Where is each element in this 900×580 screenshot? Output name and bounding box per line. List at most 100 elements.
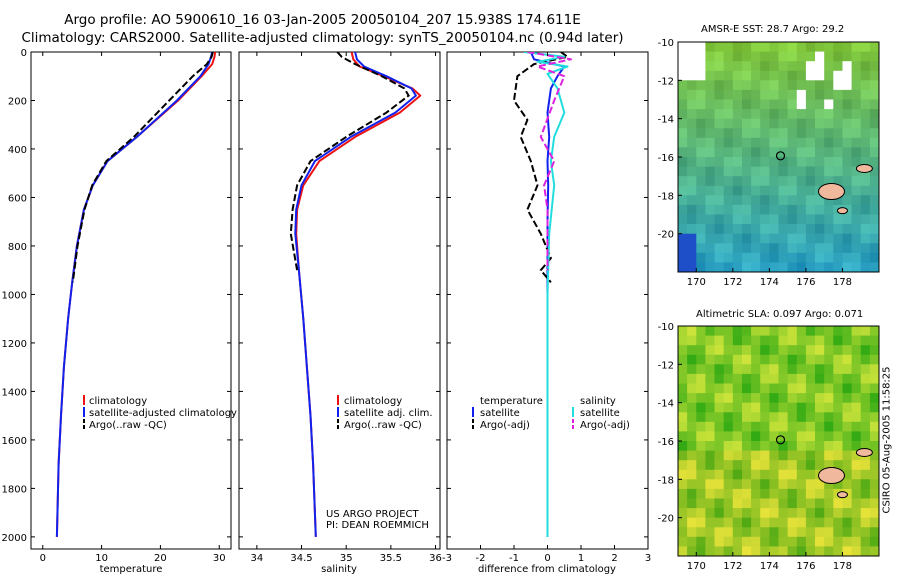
map-cell (778, 335, 789, 346)
map-cell (860, 70, 871, 81)
map-cell (696, 109, 706, 120)
map-cell (805, 214, 816, 225)
map-cell (805, 109, 816, 120)
lat-tick-label: -16 (658, 437, 674, 448)
temperature-legend: climatology satellite-adjusted climatolo… (83, 395, 237, 431)
map-cell (778, 517, 789, 528)
map-cell (760, 402, 770, 413)
map-cell (769, 118, 780, 129)
map-cell (842, 195, 853, 206)
map-cell (732, 109, 743, 120)
x-tick-label: 3 (645, 553, 651, 564)
map-cell (787, 61, 798, 72)
map-cell (869, 51, 879, 62)
map-cell (742, 508, 752, 519)
map-cell (687, 80, 697, 91)
map-cell (851, 536, 862, 547)
map-cell (833, 517, 843, 528)
map-cell (815, 61, 825, 72)
map-cell (778, 469, 789, 480)
map-cell (687, 421, 697, 432)
map-cell (732, 185, 743, 196)
map-cell (732, 262, 743, 272)
map-cell (833, 214, 843, 225)
map-cell (696, 166, 706, 177)
map-cell (869, 364, 879, 375)
map-cell (851, 166, 862, 177)
map-cell (742, 128, 752, 139)
map-cell (687, 166, 697, 177)
map-cell (805, 61, 816, 72)
map-cell (796, 450, 807, 461)
map-cell (760, 176, 770, 187)
map-cell (751, 421, 761, 432)
map-cell (732, 345, 743, 356)
map-cell (678, 147, 688, 158)
map-cell (778, 80, 789, 91)
island-shape (817, 467, 845, 484)
map-cell (751, 109, 761, 120)
depth-tick-label: 200 (8, 96, 27, 107)
map-cell (778, 89, 789, 101)
map-cell (742, 517, 752, 528)
map-cell (678, 89, 688, 101)
map-cell (696, 157, 706, 168)
legend-swatch-climatology (83, 395, 85, 405)
map-cell (860, 508, 871, 519)
map-cell (824, 354, 834, 365)
x-tick-label: 36 (429, 553, 442, 564)
map-cell (815, 195, 825, 206)
map-cell (769, 147, 780, 158)
map-cell (760, 479, 770, 490)
map-cell (732, 61, 743, 72)
map-cell (760, 109, 770, 120)
map-cell (769, 42, 780, 53)
map-cell (833, 70, 843, 81)
map-cell (723, 460, 734, 471)
map-cell (732, 450, 743, 461)
map-cell (732, 412, 743, 423)
map-cell (869, 233, 879, 244)
map-cell (705, 335, 716, 346)
map-cell (833, 147, 843, 158)
map-cell (705, 354, 716, 365)
map-cell (714, 373, 725, 385)
map-cell (851, 99, 862, 110)
map-cell (769, 441, 780, 452)
map-cell (732, 252, 743, 263)
map-cell (705, 441, 716, 452)
map-cell (824, 99, 834, 110)
map-cell (778, 137, 789, 148)
map-cell (723, 536, 734, 547)
map-cell (678, 61, 688, 72)
map-cell (787, 383, 798, 394)
argo-position-marker (775, 435, 786, 445)
map-cell (705, 412, 716, 423)
map-cell (778, 364, 789, 375)
map-cell (824, 421, 834, 432)
map-cell (851, 262, 862, 272)
map-cell (714, 89, 725, 101)
map-cell (705, 536, 716, 547)
map-cell (723, 204, 734, 216)
map-cell (869, 488, 879, 500)
map-cell (732, 80, 743, 91)
map-cell (769, 527, 780, 538)
map-cell (696, 460, 706, 471)
map-cell (732, 176, 743, 187)
map-cell (869, 460, 879, 471)
map-cell (860, 441, 871, 452)
lon-tick-label: 170 (687, 561, 706, 572)
map-cell (860, 488, 871, 500)
map-cell (769, 61, 780, 72)
map-cell (714, 233, 725, 244)
map-cell (678, 412, 688, 423)
map-cell (833, 431, 843, 442)
map-cell (696, 326, 706, 337)
map-cell (714, 546, 725, 556)
map-cell (696, 488, 706, 500)
map-cell (705, 262, 716, 272)
map-cell (869, 252, 879, 263)
map-cell (778, 51, 789, 62)
